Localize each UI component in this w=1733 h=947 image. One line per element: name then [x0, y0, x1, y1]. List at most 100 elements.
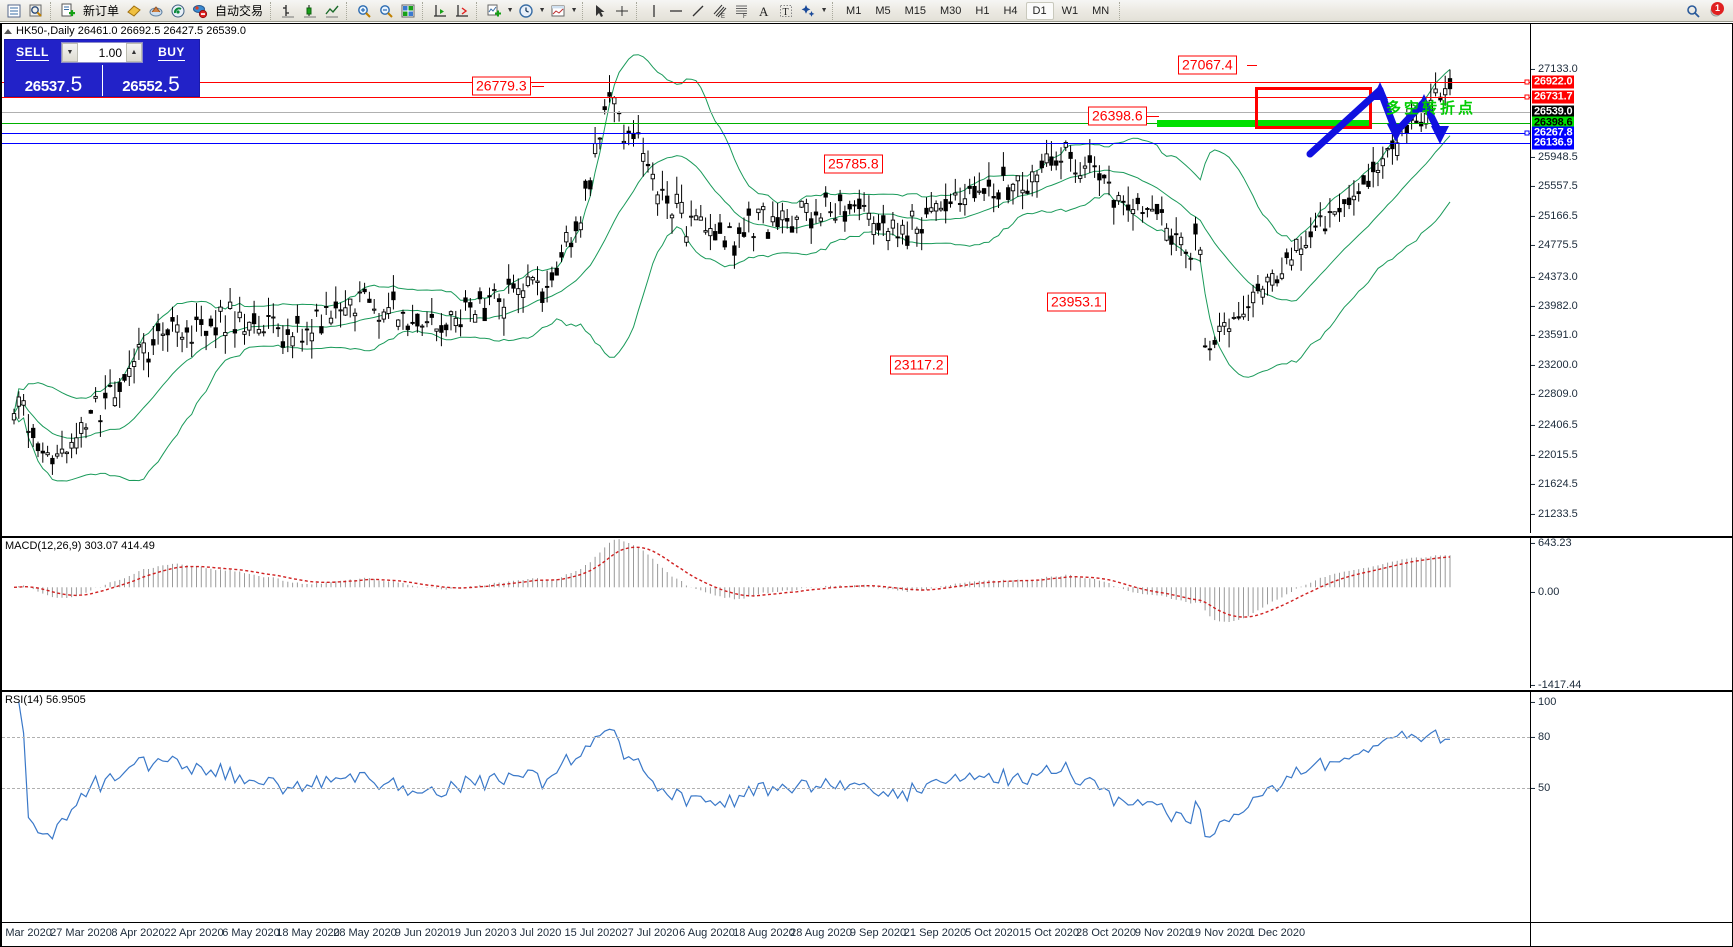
level-drag-handle[interactable] [1524, 130, 1530, 136]
indicators-icon[interactable] [483, 1, 505, 21]
algo-trading-icon[interactable] [189, 1, 211, 21]
level-line-26136[interactable] [2, 143, 1530, 144]
period-clock-icon[interactable] [515, 1, 537, 21]
price-chip-26398-6[interactable]: 26398.6 [1532, 116, 1575, 130]
text-tool-icon[interactable]: A [753, 1, 775, 21]
buy-button[interactable]: BUY [144, 40, 199, 65]
buy-price[interactable]: 26552 . 5 [102, 65, 199, 96]
level-line-26398[interactable] [2, 123, 1530, 124]
signals-icon[interactable] [167, 1, 189, 21]
volume-decrement-icon[interactable]: ▼ [62, 43, 78, 62]
chinese-annotation-note[interactable]: 多空转折点 [1386, 99, 1477, 117]
period-m30[interactable]: M30 [940, 4, 962, 17]
rsi-pane[interactable]: RSI(14) 56.9505 100 80 50 [2, 690, 1733, 922]
tile-windows-icon[interactable] [397, 1, 419, 21]
volume-stepper[interactable]: ▼ 1.00 ▲ [61, 42, 143, 63]
expert-advisors-icon[interactable] [123, 1, 145, 21]
period-w1[interactable]: W1 [1061, 4, 1079, 17]
period-h1[interactable]: H1 [975, 4, 990, 17]
notifications-icon[interactable]: 1 [1704, 1, 1730, 21]
zoom-out-icon[interactable] [375, 1, 397, 21]
mql5-community-icon[interactable] [145, 1, 167, 21]
vertical-line-icon[interactable] [643, 1, 665, 21]
price-tick: 22809.0 [1531, 388, 1578, 400]
line-chart-icon[interactable] [321, 1, 343, 21]
price-chip-26922-0[interactable]: 26922.0 [1532, 75, 1575, 89]
consolidation-box-annotation[interactable] [1255, 87, 1372, 129]
date-label: 15 Oct 2020 [1019, 927, 1079, 939]
macd-plot-area[interactable] [2, 538, 1530, 688]
chart-symbol-bar: HK50-,Daily 26461.0 26692.5 26427.5 2653… [4, 24, 246, 38]
annotation-26398[interactable]: 26398.6 [1088, 106, 1147, 126]
search-icon[interactable] [1682, 1, 1704, 21]
annotation-23953[interactable]: 23953.1 [1047, 292, 1106, 312]
annotation-26779[interactable]: 26779.3 [472, 76, 531, 96]
volume-input[interactable]: 1.00 [78, 43, 126, 62]
new-order-icon[interactable] [57, 1, 79, 21]
main-toolbar: 新订单 自动交易 ▼ ▼ ▼ [0, 0, 1733, 22]
bar-chart-icon[interactable] [277, 1, 299, 21]
trend-arrows-annotation[interactable] [2, 24, 1530, 533]
level-line-26922[interactable] [2, 82, 1530, 83]
fibonacci-icon[interactable]: F [731, 1, 753, 21]
period-dropdown-caret-icon[interactable]: ▼ [538, 7, 546, 14]
axis-tick: 643.23 [1531, 538, 1572, 549]
cursor-icon[interactable] [589, 1, 611, 21]
text-label-icon[interactable]: T [775, 1, 797, 21]
equidistant-channel-icon[interactable]: E [709, 1, 731, 21]
trendline-icon[interactable] [687, 1, 709, 21]
trade-panel-prices-row: 26537 . 5 26552 . 5 [5, 65, 199, 96]
price-chip-26267-8[interactable]: 26267.8 [1532, 126, 1575, 140]
price-chip-26539-0[interactable]: 26539.0 [1532, 105, 1575, 119]
period-h4[interactable]: H4 [1003, 4, 1018, 17]
annotation-25785[interactable]: 25785.8 [824, 154, 883, 174]
indicators-dropdown-caret-icon[interactable]: ▼ [506, 7, 514, 14]
annotation-23117[interactable]: 23117.2 [890, 355, 948, 375]
macd-pane[interactable]: MACD(12,26,9) 303.07 414.49 643.23 0.00 -1… [2, 536, 1733, 688]
period-m15[interactable]: M15 [904, 4, 926, 17]
shapes-icon[interactable] [797, 1, 819, 21]
axis-tick: 100 [1531, 696, 1556, 708]
crosshair-icon[interactable] [611, 1, 633, 21]
level-line-26539[interactable] [2, 112, 1530, 113]
period-mn[interactable]: MN [1092, 4, 1110, 17]
zoom-in-icon[interactable] [353, 1, 375, 21]
data-window-icon[interactable] [25, 1, 47, 21]
sell-price[interactable]: 26537 . 5 [5, 65, 102, 96]
level-line-26731[interactable] [2, 97, 1530, 98]
shapes-dropdown-caret-icon[interactable]: ▼ [820, 7, 828, 14]
one-click-trading-panel[interactable]: SELL ▼ 1.00 ▲ BUY 26537 . 5 26552 . 5 [4, 39, 200, 97]
algo-trading-label[interactable]: 自动交易 [215, 4, 264, 18]
chart-window[interactable]: HK50-,Daily 26461.0 26692.5 26427.5 2653… [0, 23, 1733, 947]
chart-expand-icon[interactable] [4, 28, 12, 34]
level-drag-handle[interactable] [1524, 79, 1530, 85]
period-m5[interactable]: M5 [875, 4, 891, 17]
price-pane[interactable]: 26779.3 25785.8 23953.1 23117.2 27067.4 … [2, 24, 1733, 533]
chart-shift-icon[interactable] [429, 1, 451, 21]
volume-increment-icon[interactable]: ▲ [126, 43, 142, 62]
horizontal-line-icon[interactable] [665, 1, 687, 21]
candlestick-chart-icon[interactable] [299, 1, 321, 21]
price-chip-26731-7[interactable]: 26731.7 [1532, 90, 1575, 104]
market-watch-icon[interactable] [3, 1, 25, 21]
rsi-label: RSI(14) 56.9505 [5, 694, 86, 706]
sell-button[interactable]: SELL [5, 40, 60, 65]
date-label: 27 Jul 2020 [621, 927, 679, 939]
axis-tick: 0.00 [1531, 586, 1559, 598]
support-zone-highlight [1157, 120, 1372, 127]
macd-series [13, 539, 1451, 622]
price-plot-area[interactable]: 26779.3 25785.8 23953.1 23117.2 27067.4 … [2, 24, 1530, 533]
level-drag-handle[interactable] [1524, 94, 1530, 100]
toolbar-separator-8 [832, 1, 836, 20]
new-order-label[interactable]: 新订单 [83, 4, 120, 18]
price-chip-26136-9[interactable]: 26136.9 [1532, 136, 1575, 150]
auto-scroll-icon[interactable] [451, 1, 473, 21]
annotation-27067[interactable]: 27067.4 [1178, 55, 1237, 75]
price-scale[interactable]: 27133.0 25948.5 25557.5 25166.5 24775.5 24373… [1524, 24, 1733, 533]
templates-icon[interactable] [547, 1, 569, 21]
level-line-26267[interactable] [2, 133, 1530, 134]
rsi-plot-area[interactable] [2, 692, 1530, 922]
period-m1[interactable]: M1 [846, 4, 862, 17]
period-d1[interactable]: D1 [1025, 1, 1054, 20]
templates-dropdown-caret-icon[interactable]: ▼ [570, 7, 578, 14]
